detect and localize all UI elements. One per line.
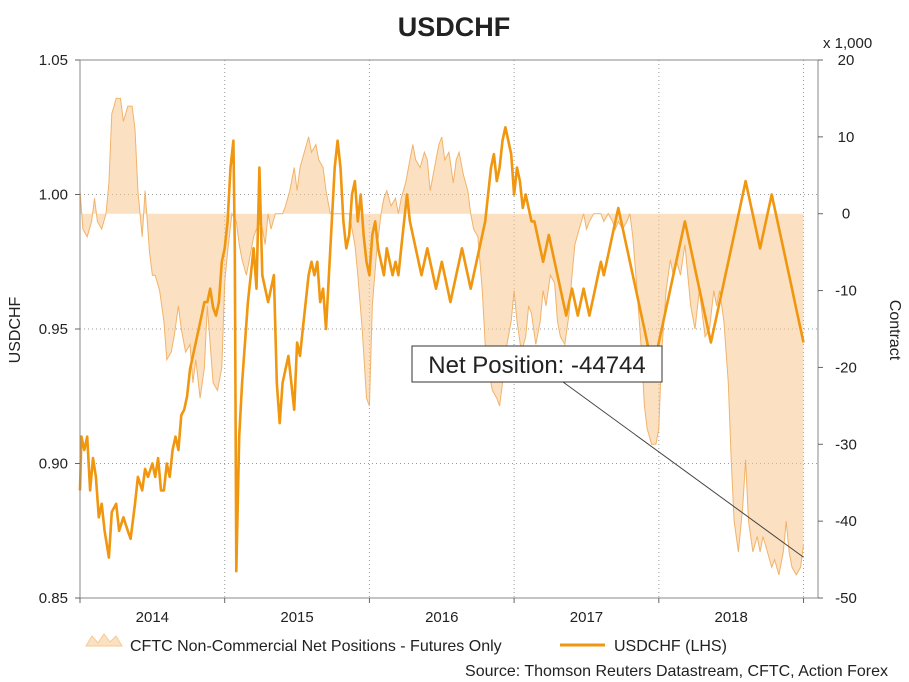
x-tick-label-1: 2015 — [280, 609, 313, 626]
right-axis-ticks: -50 -40 -30 -20 -10 0 10 20 — [818, 52, 857, 607]
right-tick-label-0: -50 — [835, 590, 857, 607]
right-tick-label-4: -10 — [835, 283, 857, 300]
annotation-box — [411, 345, 663, 383]
left-axis-ticks: 0.85 0.90 0.95 1.00 1.05 — [39, 52, 80, 607]
legend-line-label: USDCHF (LHS) — [614, 638, 727, 655]
left-tick-label-2: 0.95 — [39, 321, 68, 338]
right-tick-label-3: -20 — [835, 359, 857, 376]
usdchf-line — [78, 126, 805, 573]
right-axis-multiplier: x 1,000 — [823, 35, 872, 52]
x-tick-label-0: 2014 — [136, 609, 169, 626]
usdchf-line-group — [78, 126, 805, 573]
right-tick-label-1: -40 — [835, 513, 857, 530]
annotation: Net Position: -44744 — [411, 345, 804, 558]
right-tick-label-5: 0 — [842, 206, 850, 223]
chart-title: USDCHF — [398, 12, 511, 42]
net-positions-area — [80, 98, 804, 575]
left-tick-label-3: 1.00 — [39, 187, 68, 204]
right-axis-label: Contract — [886, 300, 903, 361]
x-tick-label-4: 2018 — [714, 609, 747, 626]
x-axis-ticks: 2014 2015 2016 2017 2018 — [79, 598, 805, 626]
legend-area-label: CFTC Non-Commercial Net Positions - Futu… — [130, 638, 502, 655]
left-axis-label: USDCHF — [7, 296, 24, 363]
net-positions-outline — [79, 97, 804, 576]
legend-area-swatch — [85, 633, 123, 647]
legend: CFTC Non-Commercial Net Positions - Futu… — [85, 633, 727, 655]
left-tick-label-0: 0.85 — [39, 590, 68, 607]
x-tick-label-3: 2017 — [570, 609, 603, 626]
source-note: Source: Thomson Reuters Datastream, CFTC… — [465, 663, 888, 680]
right-tick-label-6: 10 — [838, 129, 855, 146]
right-tick-label-2: -30 — [835, 436, 857, 453]
right-tick-label-7: 20 — [838, 52, 855, 69]
annotation-text: Net Position: -44744 — [428, 352, 645, 379]
left-tick-label-4: 1.05 — [39, 52, 68, 69]
annotation-leader-line — [562, 381, 804, 558]
left-tick-label-1: 0.90 — [39, 456, 68, 473]
net-positions-area-group — [79, 97, 804, 576]
x-tick-label-2: 2016 — [425, 609, 458, 626]
